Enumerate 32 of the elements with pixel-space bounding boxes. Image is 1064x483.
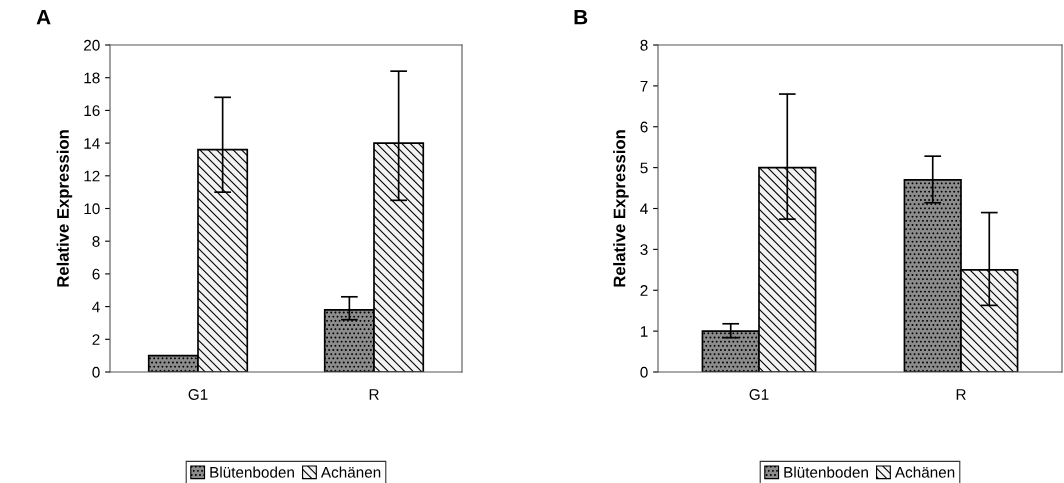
y-tick-label: 12 (84, 170, 100, 182)
y-tick-label: 1 (640, 326, 648, 337)
y-tick-label: 8 (640, 39, 648, 51)
y-tick-label: 10 (84, 203, 100, 215)
legend-label: Blütenboden (784, 466, 868, 478)
x-tick-label: R (369, 389, 379, 400)
y-tick-label: 0 (92, 366, 100, 378)
y-axis-title: Relative Expression (56, 130, 73, 287)
x-tick-label: G1 (188, 389, 208, 400)
chart-title: B (574, 9, 588, 25)
y-tick-label: 0 (640, 366, 648, 378)
y-tick-label: 14 (84, 138, 100, 149)
y-tick-label: 6 (640, 121, 648, 133)
y-tick-label: 5 (640, 162, 648, 174)
y-tick-label: 7 (640, 80, 648, 92)
y-tick-label: 20 (84, 39, 100, 51)
y-tick-label: 16 (84, 105, 100, 117)
y-tick-label: 4 (640, 203, 648, 215)
x-tick-label: G1 (749, 389, 769, 400)
y-tick-label: 2 (640, 285, 648, 296)
y-tick-label: 18 (84, 72, 100, 84)
y-axis-title: Relative Expression (613, 130, 629, 287)
y-tick-label: 3 (640, 244, 648, 256)
y-tick-label: 6 (92, 268, 100, 280)
y-tick-label: 4 (92, 301, 100, 313)
x-tick-label: R (956, 389, 966, 400)
y-tick-label: 8 (92, 236, 100, 247)
y-tick-label: 2 (92, 334, 100, 345)
legend-label: Achänen (320, 466, 381, 478)
legend-label: Achänen (894, 466, 955, 478)
chart-title: A (36, 9, 51, 25)
legend-label: Blütenboden (210, 466, 294, 478)
